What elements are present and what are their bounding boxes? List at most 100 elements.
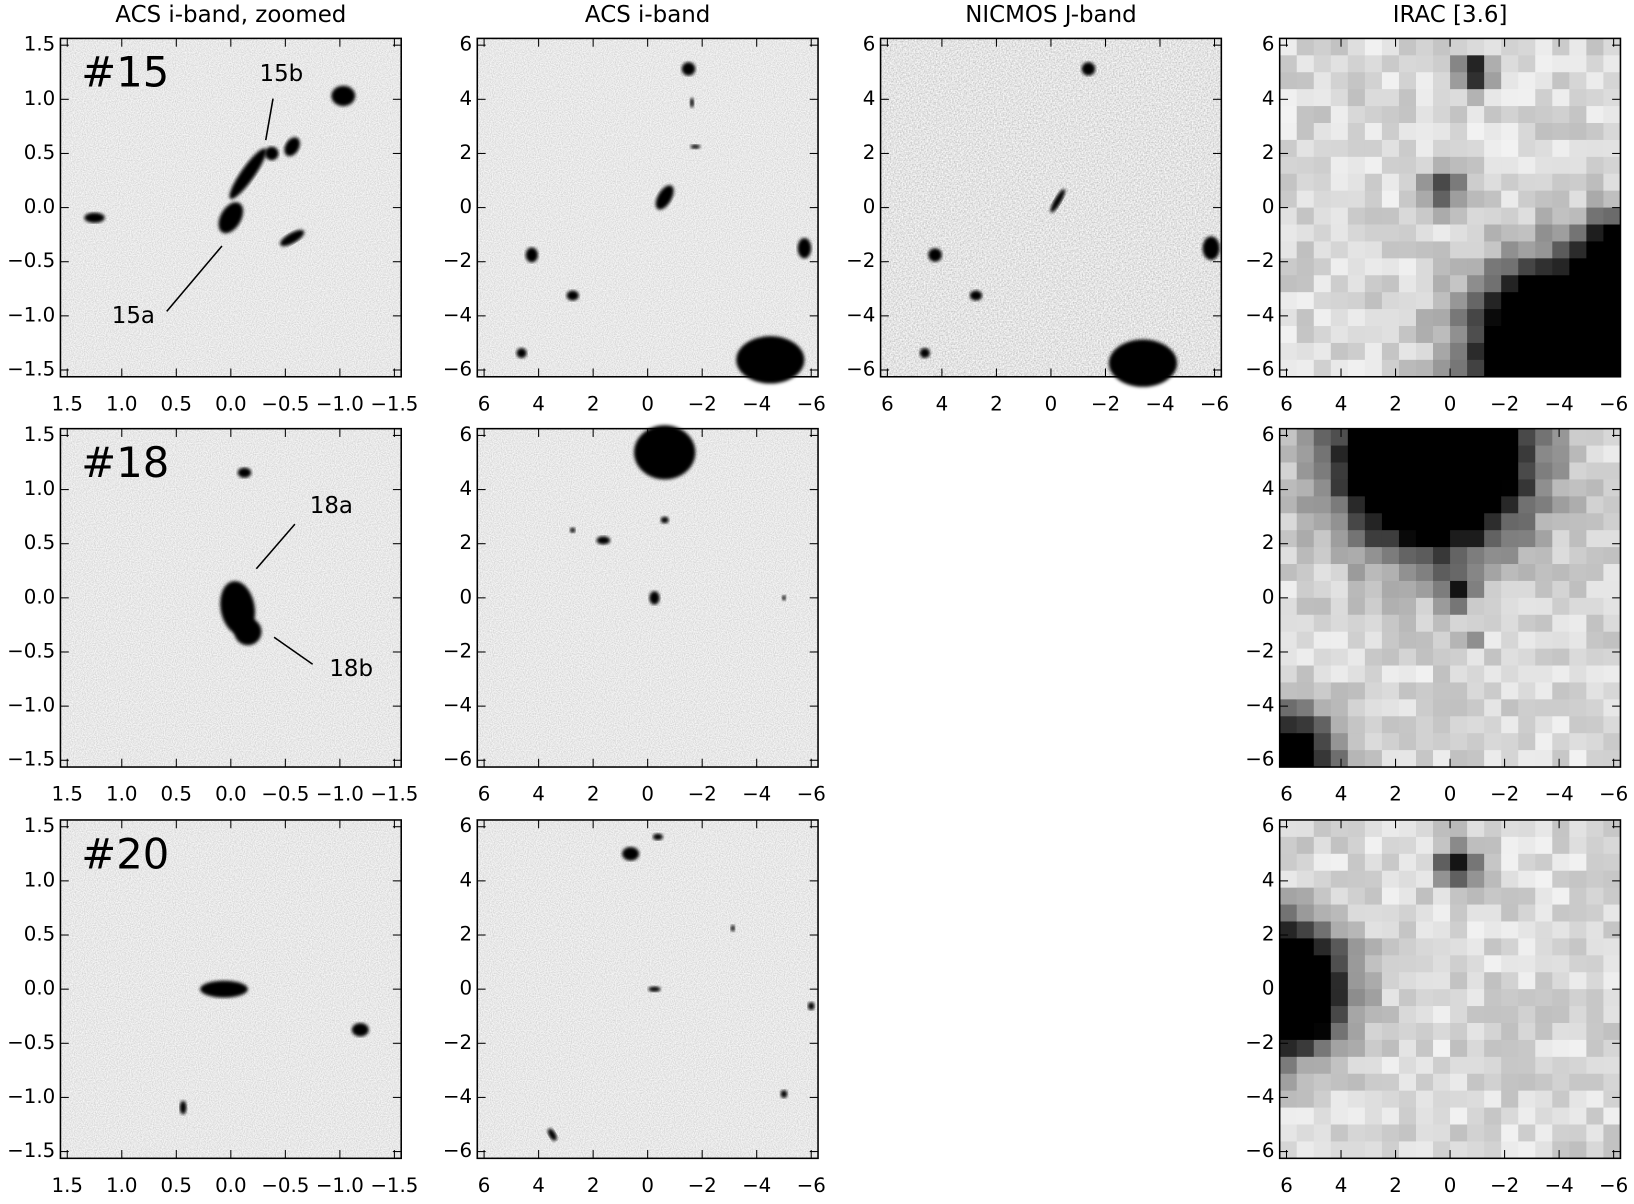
pixel — [1313, 359, 1332, 378]
pixel — [1569, 836, 1587, 855]
pixel — [1364, 870, 1383, 889]
source — [234, 618, 262, 646]
pixel — [1313, 699, 1332, 717]
pixel — [1518, 699, 1536, 717]
pixel — [1603, 682, 1621, 700]
pixel — [1381, 207, 1400, 226]
pixel — [1433, 479, 1451, 497]
pixel — [1415, 564, 1434, 582]
pixel — [1552, 156, 1570, 175]
pixel — [1586, 904, 1604, 922]
pixel — [1415, 1039, 1434, 1058]
pixel — [1381, 72, 1400, 90]
pixel — [1603, 496, 1621, 514]
pixel — [1518, 292, 1536, 310]
pixel — [1347, 1039, 1366, 1058]
pixel — [1501, 989, 1519, 1007]
pixel — [1501, 275, 1519, 293]
pixel — [1518, 173, 1536, 192]
x-tick-label: 0.5 — [161, 392, 192, 415]
x-tick-label: −1.0 — [316, 783, 364, 806]
pixel — [1467, 597, 1485, 616]
pixel — [1433, 513, 1451, 531]
x-tick-label: 0.0 — [215, 392, 246, 415]
pixel — [1415, 139, 1434, 158]
pixel — [1313, 224, 1332, 242]
pixel — [1518, 462, 1536, 480]
pixel — [1279, 530, 1298, 548]
pixel — [1415, 1006, 1434, 1024]
pixel — [1296, 887, 1315, 906]
pixel — [1518, 445, 1536, 464]
pixel — [1381, 819, 1400, 838]
pixel — [1603, 1039, 1621, 1058]
annotation-line — [255, 523, 296, 570]
pixel — [1381, 564, 1400, 582]
pixel — [1381, 156, 1400, 175]
pixel — [1381, 1039, 1400, 1058]
pixel — [1552, 309, 1570, 327]
pixel — [1450, 224, 1468, 242]
pixel — [1433, 496, 1451, 514]
pixel — [1569, 1141, 1587, 1159]
pixel — [1364, 1090, 1383, 1109]
pixel — [1433, 716, 1451, 734]
pixel — [1364, 445, 1383, 464]
pixel — [1330, 292, 1349, 310]
pixel — [1484, 462, 1502, 480]
pixel — [1347, 513, 1366, 531]
pixel — [1415, 597, 1434, 616]
pixel — [1569, 699, 1587, 717]
pixel — [1279, 955, 1298, 973]
pixel — [1364, 258, 1383, 276]
pixel — [1347, 462, 1366, 480]
y-tick-label: 2 — [1262, 141, 1275, 164]
pixel — [1296, 716, 1315, 734]
pixel — [1535, 530, 1553, 548]
pixel — [1603, 1006, 1621, 1024]
pixel — [1433, 122, 1451, 141]
y-tick-label: 6 — [459, 814, 472, 837]
column-title: ACS i-band — [585, 2, 710, 28]
x-tick-label: −2 — [688, 1174, 717, 1197]
pixel — [1603, 326, 1621, 344]
pixel — [1313, 496, 1332, 514]
pixel — [1313, 513, 1332, 531]
pixel — [1484, 479, 1502, 497]
source — [660, 516, 669, 524]
pixel — [1535, 445, 1553, 464]
pixel — [1279, 342, 1298, 361]
pixel — [1381, 496, 1400, 514]
pixel — [1279, 938, 1298, 956]
pixel — [1330, 38, 1349, 56]
pixel — [1415, 1022, 1434, 1041]
y-tick-label: 0 — [1262, 585, 1275, 608]
pixel — [1330, 989, 1349, 1007]
pixel — [1484, 359, 1502, 378]
x-tick-label: 1.5 — [52, 1174, 83, 1197]
pixel — [1450, 733, 1468, 751]
pixel — [1501, 224, 1519, 242]
pixel — [1347, 122, 1366, 141]
pixel — [1603, 665, 1621, 683]
pixel — [1518, 1039, 1536, 1058]
pixel — [1603, 72, 1621, 90]
pixel — [1279, 496, 1298, 514]
pixel — [1296, 648, 1315, 667]
pixel — [1398, 887, 1417, 906]
pixel — [1381, 1141, 1400, 1159]
pixel — [1398, 1073, 1417, 1092]
pixel — [1569, 1124, 1587, 1142]
pixel — [1415, 614, 1434, 633]
pixel — [1501, 1039, 1519, 1058]
pixel — [1398, 716, 1417, 734]
pixel — [1552, 258, 1570, 276]
pixel — [1569, 479, 1587, 497]
pixel — [1398, 1022, 1417, 1041]
source — [1108, 339, 1178, 387]
pixel — [1296, 156, 1315, 175]
y-tick-label: −2 — [443, 640, 472, 663]
pixel — [1450, 614, 1468, 633]
pixel — [1501, 887, 1519, 906]
